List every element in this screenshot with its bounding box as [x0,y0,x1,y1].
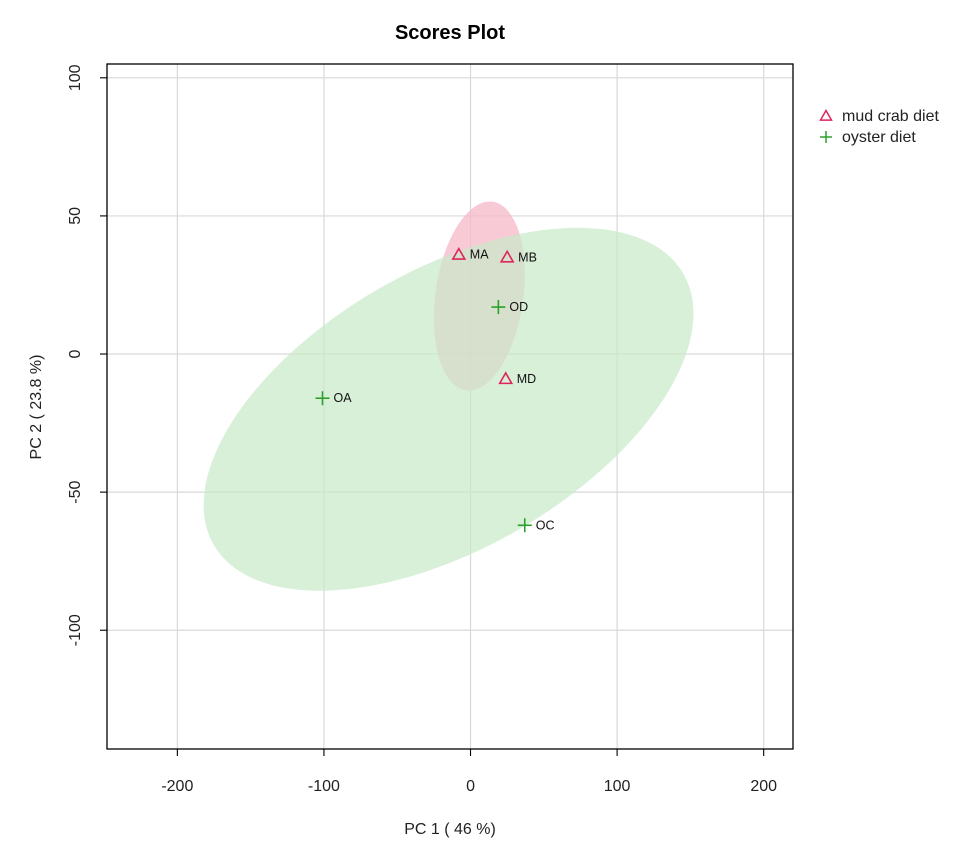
point-label-OA: OA [333,391,352,405]
legend-label: oyster diet [842,129,916,146]
point-label-OD: OD [509,300,528,314]
x-tick-label: 0 [466,778,475,795]
point-marker-OC [517,518,532,533]
y-tick-label: 100 [67,64,84,91]
point-marker-OD [491,300,506,315]
x-tick-label: -200 [161,778,193,795]
axis-ticks: -200 -100 0 100 200 100 50 0 -50 -100 [67,64,777,795]
legend-label: mud crab diet [842,108,939,125]
legend: mud crab diet oyster diet [819,108,939,146]
y-tick-label: 50 [67,207,84,225]
point-label-MA: MA [470,248,489,262]
confidence-ellipse-oyster-diet [203,227,694,591]
plot-frame [106,63,794,750]
y-axis-label: PC 2 ( 23.8 %) [28,355,45,460]
point-marker-MD [498,371,514,385]
data-points: MA MB MD OD OA OC [315,246,555,533]
legend-plus-icon [820,131,832,143]
legend-triangle-icon [819,108,833,121]
point-marker-MB [499,249,515,263]
legend-item-mud-crab-diet: mud crab diet [819,108,939,125]
x-axis-label: PC 1 ( 46 %) [404,821,496,838]
chart-title: Scores Plot [395,22,505,44]
confidence-ellipses [203,201,694,591]
point-label-OC: OC [536,518,555,532]
x-tick-label: 200 [750,778,777,795]
point-label-MD: MD [517,372,536,386]
point-marker-MA [451,246,467,260]
x-tick-label: 100 [604,778,631,795]
y-tick-label: -100 [67,614,84,646]
point-marker-OA [315,391,330,406]
legend-item-oyster-diet: oyster diet [820,129,916,146]
y-tick-label: 0 [67,349,84,358]
y-tick-label: -50 [67,480,84,503]
point-label-MB: MB [518,250,537,264]
x-tick-label: -100 [308,778,340,795]
